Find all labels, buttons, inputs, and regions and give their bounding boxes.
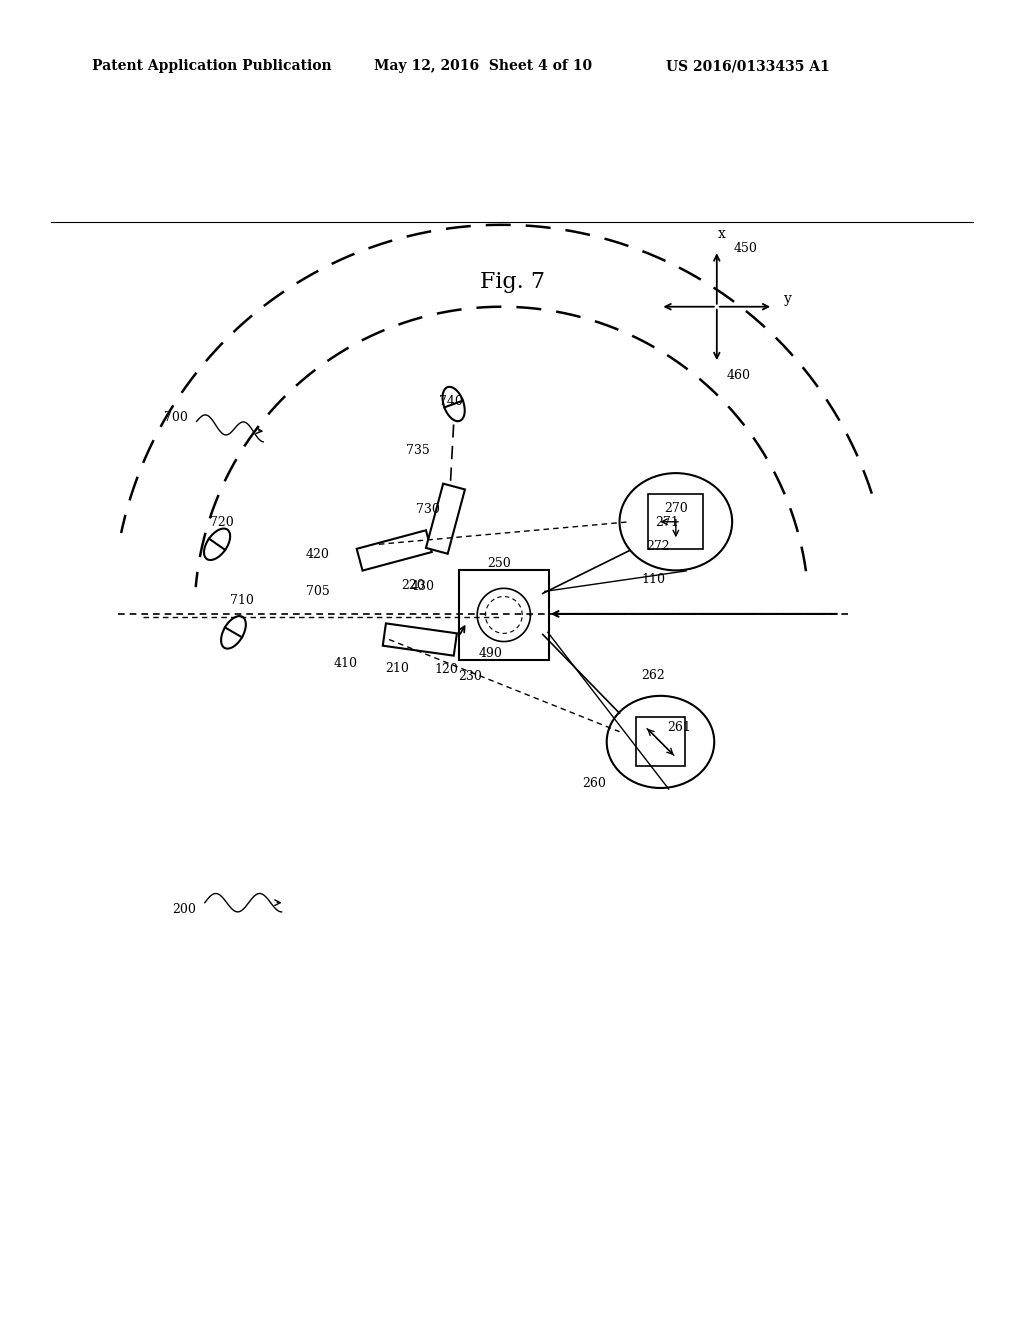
Text: 430: 430 xyxy=(411,579,435,593)
Text: 410: 410 xyxy=(334,656,358,669)
Polygon shape xyxy=(383,623,457,656)
Ellipse shape xyxy=(442,387,465,421)
Text: 720: 720 xyxy=(210,516,234,529)
Text: 250: 250 xyxy=(486,557,511,570)
Text: 220: 220 xyxy=(400,578,425,591)
Text: 272: 272 xyxy=(646,540,671,553)
Polygon shape xyxy=(426,483,465,554)
Text: 262: 262 xyxy=(641,669,666,682)
Polygon shape xyxy=(356,531,432,570)
Text: 730: 730 xyxy=(416,503,440,516)
Text: 460: 460 xyxy=(727,370,751,383)
Text: x: x xyxy=(718,227,726,242)
Ellipse shape xyxy=(620,473,732,570)
Text: 261: 261 xyxy=(667,721,691,734)
Text: 271: 271 xyxy=(654,516,679,529)
Text: 450: 450 xyxy=(733,243,757,256)
Text: US 2016/0133435 A1: US 2016/0133435 A1 xyxy=(666,59,829,74)
Text: 200: 200 xyxy=(172,903,197,916)
Text: 260: 260 xyxy=(582,777,606,791)
Text: 705: 705 xyxy=(305,585,330,598)
Text: 210: 210 xyxy=(385,661,410,675)
Text: 710: 710 xyxy=(229,594,254,607)
Polygon shape xyxy=(459,570,549,660)
Text: 740: 740 xyxy=(438,396,463,408)
Text: 700: 700 xyxy=(164,411,188,424)
Text: 230: 230 xyxy=(458,669,482,682)
Ellipse shape xyxy=(606,696,715,788)
Text: May 12, 2016  Sheet 4 of 10: May 12, 2016 Sheet 4 of 10 xyxy=(374,59,592,74)
Text: 420: 420 xyxy=(305,548,330,561)
Text: 110: 110 xyxy=(641,573,666,586)
Text: Patent Application Publication: Patent Application Publication xyxy=(92,59,332,74)
Text: 490: 490 xyxy=(478,647,503,660)
Text: 735: 735 xyxy=(406,444,430,457)
Text: Fig. 7: Fig. 7 xyxy=(479,271,545,293)
Text: 120: 120 xyxy=(434,663,459,676)
Ellipse shape xyxy=(221,616,246,648)
Text: 270: 270 xyxy=(664,502,688,515)
Polygon shape xyxy=(636,717,685,767)
Ellipse shape xyxy=(204,528,230,560)
Text: y: y xyxy=(783,292,792,306)
Polygon shape xyxy=(648,494,703,549)
